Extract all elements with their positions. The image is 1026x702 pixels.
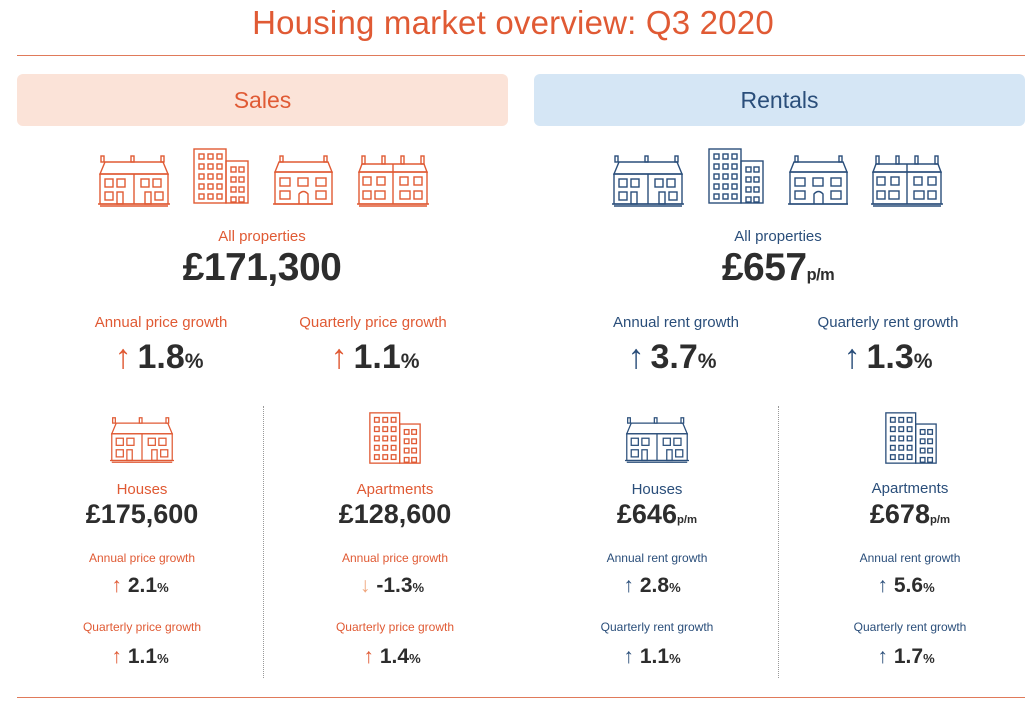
arrow-up-icon: ↑ [877,645,888,668]
row-houses-icon [356,154,430,208]
apartment-icon [707,146,765,206]
sales-annual-growth-number: 1.8 [137,338,185,376]
arrow-up-icon: ↑ [330,338,348,376]
sales-all-properties-label: All properties [218,228,306,245]
arrow-up-icon: ↑ [114,338,132,376]
sales-annual-growth-value: ↑ 1.8% [114,338,203,377]
per-month-unit: p/m [929,514,951,526]
sales-houses-quarterly-number: 1.1 [127,645,158,668]
sales-quarterly-growth-number: 1.1 [353,338,401,376]
rentals-houses-value-text: £646 [616,499,677,529]
sales-column-divider [263,406,264,678]
rentals-apartments-annual-label: Annual rent growth [859,551,961,565]
percent-unit: % [412,580,425,595]
sales-annual-growth-label: Annual price growth [94,314,228,331]
rentals-apartments-quarterly-label: Quarterly rent growth [853,620,967,634]
sales-apartments-annual-value: ↓ -1.3% [360,574,424,598]
arrow-up-icon: ↑ [877,574,888,597]
arrow-up-icon: ↑ [623,645,634,668]
rentals-quarterly-growth-number: 1.3 [866,338,914,376]
row-houses-icon [870,154,944,208]
arrow-down-icon: ↓ [359,574,371,597]
sales-all-properties-value: £171,300 [182,246,342,289]
percent-unit: % [913,350,933,373]
bottom-divider [17,697,1025,698]
rentals-annual-growth-number: 3.7 [650,338,698,376]
sales-apartments-annual-number: -1.3 [376,574,413,597]
percent-unit: % [409,651,421,666]
percent-unit: % [157,651,169,666]
percent-unit: % [923,580,935,595]
sales-apartments-quarterly-number: 1.4 [379,645,410,668]
detached-house-icon [272,154,334,208]
sales-header: Sales [17,74,508,126]
rentals-header-label: Rentals [740,86,819,113]
apartment-icon [368,410,422,466]
sales-houses-value: £175,600 [85,499,199,529]
arrow-up-icon: ↑ [843,338,861,376]
rentals-houses-annual-value: ↑ 2.8% [623,574,680,598]
rentals-quarterly-growth-label: Quarterly rent growth [817,314,959,331]
detached-house-icon [787,154,849,208]
arrow-up-icon: ↑ [363,645,374,668]
percent-unit: % [669,580,681,595]
title-divider [17,55,1025,56]
percent-unit: % [923,651,935,666]
rentals-annual-growth-value: ↑ 3.7% [627,338,716,377]
rentals-column-divider [778,406,779,678]
rentals-apartments-annual-value: ↑ 5.6% [877,574,934,598]
sales-header-label: Sales [233,86,292,113]
rentals-all-properties-value: £657p/m [721,246,835,290]
arrow-up-icon: ↑ [111,645,122,668]
house-icon [611,154,685,208]
sales-houses-quarterly-label: Quarterly price growth [82,620,202,634]
rentals-houses-quarterly-label: Quarterly rent growth [600,620,714,634]
percent-unit: % [669,651,681,666]
rentals-apartments-quarterly-value: ↑ 1.7% [877,645,934,669]
rentals-apartments-quarterly-number: 1.7 [893,645,924,668]
rentals-apartments-value: £678p/m [870,499,950,530]
per-month-unit: p/m [676,514,698,526]
rentals-houses-label: Houses [631,481,683,498]
rentals-houses-value: £646p/m [617,499,697,530]
arrow-up-icon: ↑ [627,338,645,376]
apartment-icon [192,146,250,206]
sales-houses-label: Houses [116,481,168,498]
percent-unit: % [184,350,204,373]
sales-apartments-quarterly-value: ↑ 1.4% [363,645,420,669]
sales-houses-annual-label: Annual price growth [88,551,196,565]
sales-houses-quarterly-value: ↑ 1.1% [111,645,168,669]
sales-quarterly-growth-label: Quarterly price growth [299,314,447,331]
arrow-up-icon: ↑ [111,574,122,597]
rentals-header: Rentals [534,74,1025,126]
apartment-icon [884,410,938,466]
house-icon [624,416,690,464]
sales-apartments-label: Apartments [356,481,434,498]
sales-apartments-value: £128,600 [338,499,452,529]
rentals-apartments-label: Apartments [871,480,949,497]
arrow-up-icon: ↑ [623,574,634,597]
rentals-all-properties-label: All properties [734,228,822,245]
page-title: Housing market overview: Q3 2020 [252,4,774,41]
rentals-annual-growth-label: Annual rent growth [613,314,739,331]
house-icon [97,154,171,208]
rentals-houses-quarterly-number: 1.1 [639,645,670,668]
rentals-houses-annual-number: 2.8 [639,574,670,597]
percent-unit: % [400,350,420,373]
sales-houses-annual-value: ↑ 2.1% [111,574,168,598]
percent-unit: % [157,580,169,595]
rentals-apartments-value-text: £678 [869,499,930,529]
sales-quarterly-growth-value: ↑ 1.1% [330,338,419,377]
rentals-quarterly-growth-value: ↑ 1.3% [843,338,932,377]
rentals-apartments-annual-number: 5.6 [893,574,924,597]
percent-unit: % [697,350,717,373]
per-month-unit: p/m [806,266,835,284]
sales-apartments-quarterly-label: Quarterly price growth [335,620,455,634]
rentals-all-value-text: £657 [721,246,807,289]
sales-apartments-annual-label: Annual price growth [341,551,449,565]
sales-houses-annual-number: 2.1 [127,574,158,597]
rentals-houses-annual-label: Annual rent growth [606,551,708,565]
house-icon [109,416,175,464]
rentals-houses-quarterly-value: ↑ 1.1% [623,645,680,669]
